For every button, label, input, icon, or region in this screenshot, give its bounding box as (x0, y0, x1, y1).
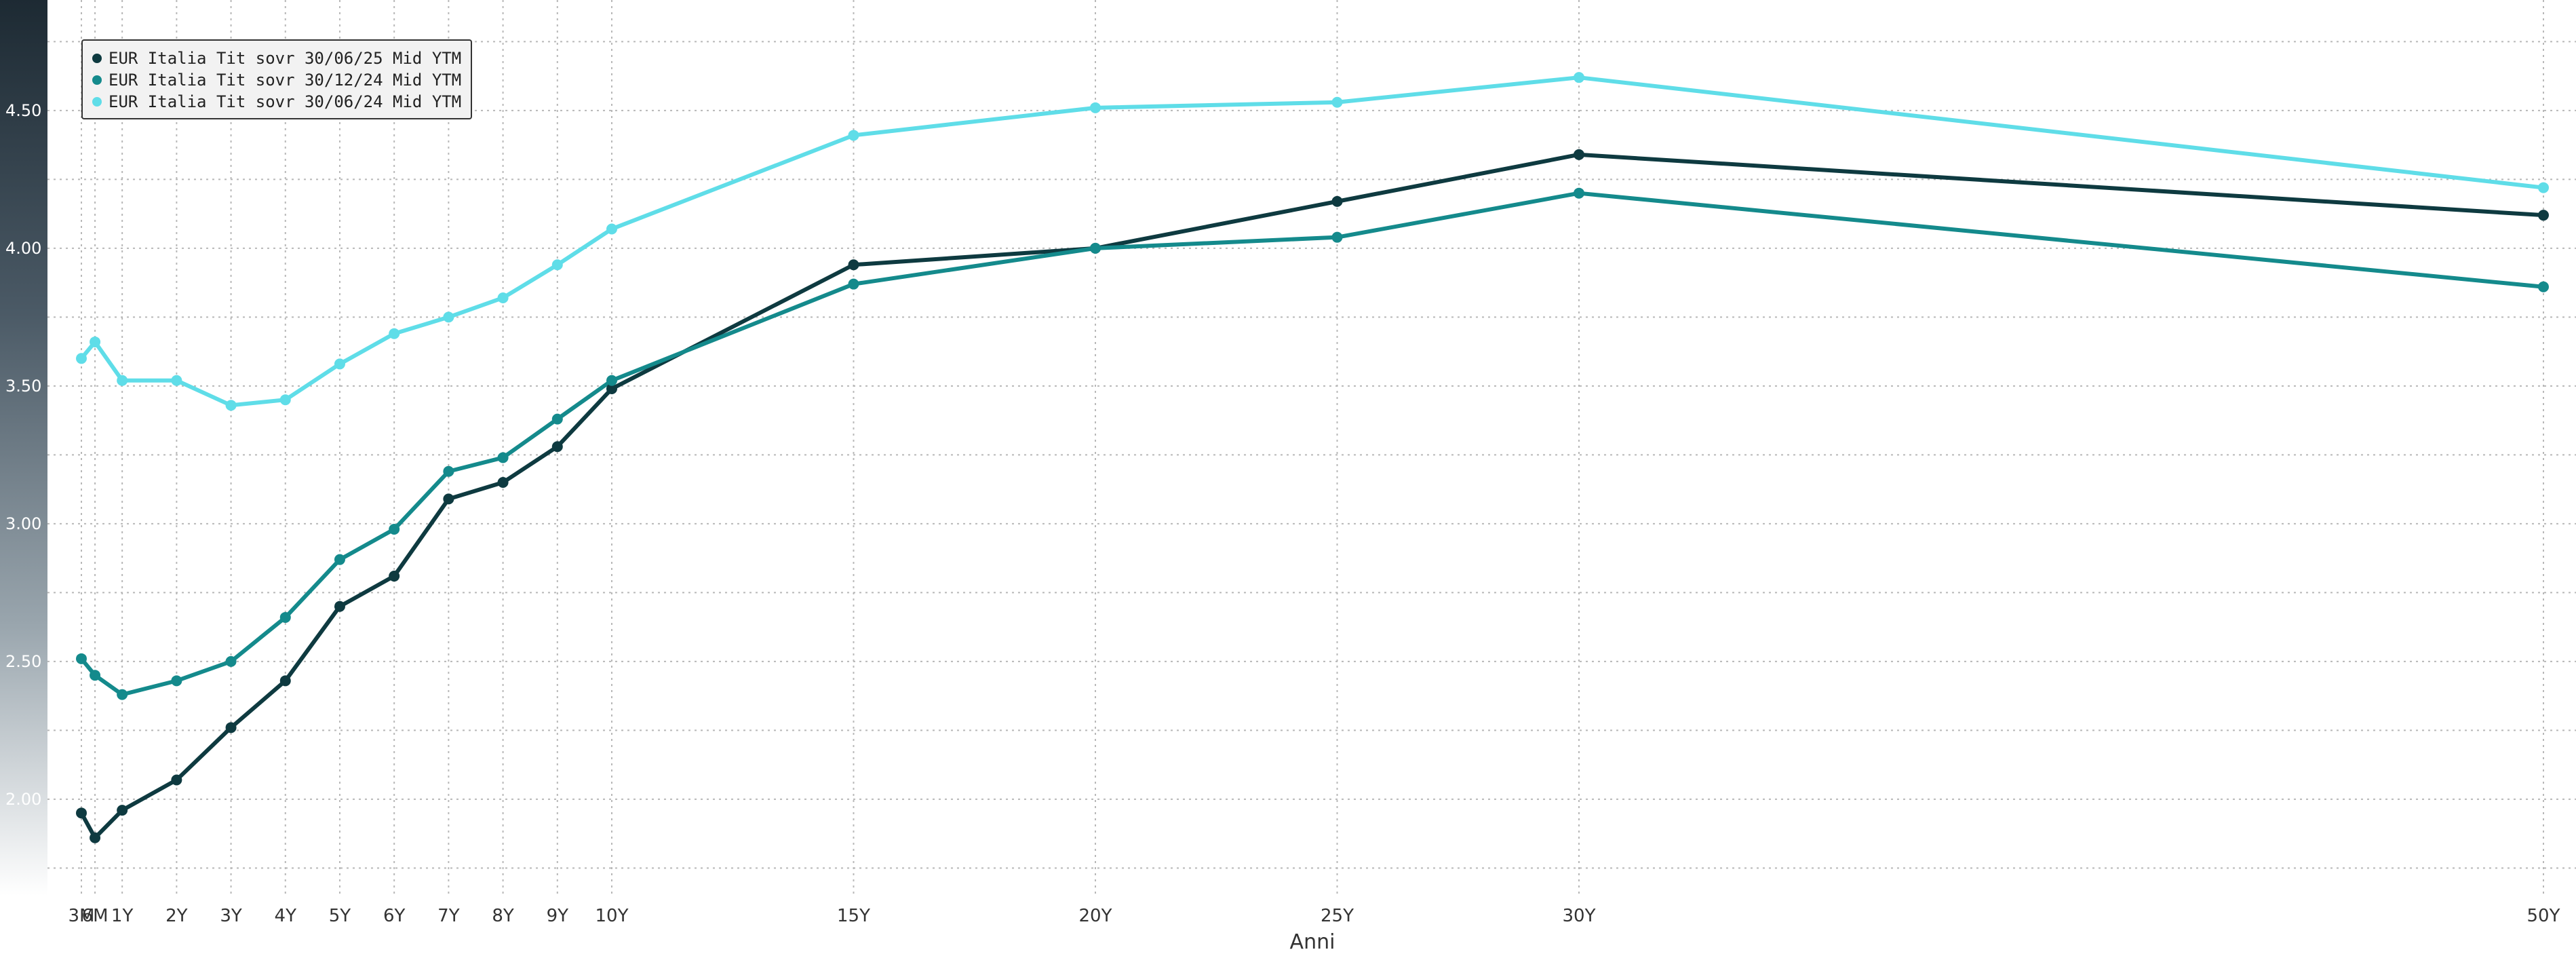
y-tick-label: 4.00 (5, 239, 41, 258)
x-tick-label: 30Y (1563, 906, 1596, 926)
data-point (1090, 102, 1101, 113)
data-point (2538, 182, 2549, 193)
x-tick-label: 6Y (383, 906, 406, 926)
data-point (1574, 187, 1584, 199)
x-tick-label: 1Y (111, 906, 134, 926)
legend-label: EUR Italia Tit sovr 30/12/24 Mid YTM (109, 71, 462, 90)
data-point (848, 130, 859, 141)
legend-item: EUR Italia Tit sovr 30/12/24 Mid YTM (92, 69, 461, 91)
data-point (389, 524, 400, 535)
data-point (225, 400, 237, 411)
data-point (334, 554, 345, 565)
data-point (171, 675, 182, 687)
data-point (1331, 96, 1343, 108)
data-point (606, 375, 617, 386)
y-axis-ticks: 2.00 2.50 3.00 3.50 4.00 4.50 (5, 101, 41, 809)
data-point (76, 653, 87, 664)
x-tick-label: 2Y (165, 906, 188, 926)
data-point (2538, 210, 2549, 221)
x-tick-label: 9Y (547, 906, 569, 926)
gridlines (47, 0, 2576, 896)
data-point (551, 413, 563, 425)
data-point (90, 832, 101, 843)
x-tick-label: 25Y (1321, 906, 1354, 926)
data-point (76, 353, 87, 364)
legend-label: EUR Italia Tit sovr 30/06/24 Mid YTM (109, 92, 462, 111)
legend-marker-icon (92, 97, 102, 107)
x-tick-label: 8Y (492, 906, 514, 926)
y-tick-label: 2.00 (5, 790, 41, 809)
y-tick-label: 3.00 (5, 514, 41, 533)
data-point (279, 675, 291, 687)
data-point (90, 336, 101, 347)
y-tick-label: 2.50 (5, 652, 41, 671)
data-point (497, 292, 509, 303)
chart-legend: EUR Italia Tit sovr 30/06/25 Mid YTM EUR… (81, 39, 473, 119)
x-tick-label: 50Y (2527, 906, 2560, 926)
x-tick-label: 7Y (437, 906, 460, 926)
data-point (334, 600, 345, 612)
data-point (606, 383, 617, 394)
data-point (1090, 242, 1101, 254)
data-point (443, 465, 454, 477)
x-tick-label: 6M (82, 906, 109, 926)
x-tick-label: 5Y (329, 906, 351, 926)
legend-marker-icon (92, 75, 102, 85)
data-point (389, 571, 400, 582)
series-points (76, 72, 2549, 843)
data-point (551, 441, 563, 453)
x-tick-label: 3Y (220, 906, 242, 926)
data-point (90, 670, 101, 681)
data-point (1331, 231, 1343, 243)
data-point (279, 394, 291, 406)
plot-area (47, 0, 2576, 896)
x-tick-label: 15Y (837, 906, 870, 926)
data-point (443, 493, 454, 505)
legend-item: EUR Italia Tit sovr 30/06/25 Mid YTM (92, 47, 461, 69)
data-point (551, 259, 563, 271)
data-point (443, 311, 454, 323)
data-point (76, 807, 87, 819)
data-point (225, 655, 237, 667)
data-point (497, 477, 509, 488)
x-tick-label: 20Y (1079, 906, 1112, 926)
x-axis-title: Anni (1290, 930, 1335, 954)
data-point (334, 358, 345, 370)
data-point (279, 611, 291, 623)
series-line (79, 75, 2544, 408)
y-tick-label: 3.50 (5, 377, 41, 396)
data-point (848, 259, 859, 271)
y-tick-label: 4.50 (5, 101, 41, 120)
data-point (606, 223, 617, 235)
data-point (1574, 149, 1584, 160)
data-point (117, 805, 128, 816)
data-point (171, 375, 182, 386)
data-point (1331, 195, 1343, 207)
x-tick-label: 10Y (596, 906, 629, 926)
data-point (225, 722, 237, 733)
data-point (497, 452, 509, 463)
y-axis-band (0, 0, 47, 896)
data-point (1574, 72, 1584, 83)
data-point (2538, 281, 2549, 292)
series-line (79, 191, 2544, 697)
data-point (117, 375, 128, 386)
data-point (171, 774, 182, 786)
x-tick-label: 3M (69, 906, 95, 926)
data-point (117, 689, 128, 700)
legend-label: EUR Italia Tit sovr 30/06/25 Mid YTM (109, 49, 462, 68)
series-lines (79, 75, 2544, 840)
data-point (848, 278, 859, 290)
legend-marker-icon (92, 54, 102, 63)
x-tick-label: 4Y (275, 906, 297, 926)
data-point (389, 328, 400, 339)
legend-item: EUR Italia Tit sovr 30/06/24 Mid YTM (92, 91, 461, 113)
